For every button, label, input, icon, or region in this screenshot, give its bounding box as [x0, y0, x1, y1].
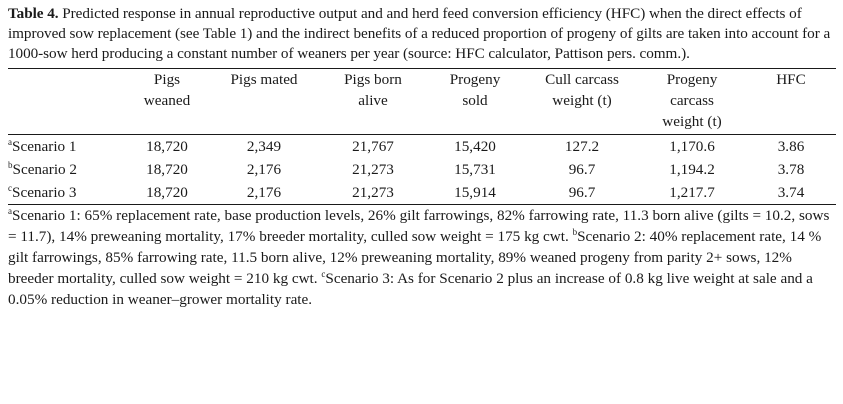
column-header-empty — [8, 69, 128, 132]
cell-hfc: 3.74 — [777, 184, 805, 201]
cell-progeny-sold: 15,914 — [454, 184, 496, 201]
table-row: aScenario 1 18,720 2,349 21,767 15,420 1… — [8, 135, 836, 158]
cell-progeny-sold: 15,731 — [454, 161, 496, 178]
cell-cull-carcass-weight: 127.2 — [564, 138, 600, 155]
table-bottom-rule — [8, 204, 836, 205]
footnote-text: Scenario 1: 65% replacement rate, base p… — [8, 207, 830, 245]
table-row: cScenario 3 18,720 2,176 21,273 15,914 9… — [8, 181, 836, 204]
table-header-rule — [8, 134, 836, 135]
row-label: bScenario 2 — [8, 159, 78, 178]
table-top-rule — [8, 68, 836, 69]
cell-pigs-born-alive: 21,273 — [352, 184, 394, 201]
caption-text: Predicted response in annual reproductiv… — [8, 5, 831, 62]
cell-pigs-born-alive: 21,767 — [352, 138, 394, 155]
cell-cull-carcass-weight: 96.7 — [568, 161, 596, 178]
column-header-pigs-mated: Pigs mated — [230, 71, 298, 88]
column-header-progeny-sold: Progeny sold — [449, 71, 501, 109]
footnote-text: Scenario 2: 40% replacement rate, 14 % g… — [8, 228, 822, 287]
cell-progeny-sold: 15,420 — [454, 138, 496, 155]
data-table-body: aScenario 1 18,720 2,349 21,767 15,420 1… — [8, 135, 836, 204]
cell-pigs-mated: 2,176 — [246, 184, 282, 201]
row-label: aScenario 1 — [8, 136, 77, 155]
cell-progeny-carcass-weight: 1,194.2 — [669, 161, 715, 178]
column-header-pigs-born-alive: Pigs born alive — [344, 71, 402, 109]
footnote-marker: b — [572, 226, 578, 237]
column-header-pigs-weaned: Pigs weaned — [143, 71, 191, 109]
table-caption: Table 4. Predicted response in annual re… — [8, 4, 836, 64]
cell-progeny-carcass-weight: 1,217.7 — [669, 184, 715, 201]
cell-pigs-weaned: 18,720 — [146, 138, 188, 155]
cell-pigs-weaned: 18,720 — [146, 184, 188, 201]
header-row: Pigs weaned Pigs mated Pigs born alive Pro… — [8, 69, 836, 132]
footnote-marker: c — [321, 268, 326, 279]
cell-progeny-carcass-weight: 1,170.6 — [669, 138, 715, 155]
data-table: Pigs weaned Pigs mated Pigs born alive Pro… — [8, 69, 836, 132]
cell-pigs-mated: 2,176 — [246, 161, 282, 178]
table-footnotes: aScenario 1: 65% replacement rate, base … — [8, 205, 836, 310]
table-label: Table 4. — [8, 5, 59, 22]
cell-pigs-born-alive: 21,273 — [352, 161, 394, 178]
cell-hfc: 3.86 — [777, 138, 805, 155]
footnote-marker: a — [8, 205, 12, 216]
row-label: cScenario 3 — [8, 182, 77, 201]
cell-pigs-mated: 2,349 — [246, 138, 282, 155]
cell-pigs-weaned: 18,720 — [146, 161, 188, 178]
column-header-cull-carcass-weight: Cull carcass weight (t) — [545, 71, 619, 109]
footnote-text: Scenario 3: As for Scenario 2 plus an in… — [8, 270, 813, 308]
cell-cull-carcass-weight: 96.7 — [568, 184, 596, 201]
cell-hfc: 3.78 — [777, 161, 805, 178]
table-row: bScenario 2 18,720 2,176 21,273 15,731 9… — [8, 158, 836, 181]
document: Table 4. Predicted response in annual re… — [8, 4, 836, 310]
column-header-hfc: HFC — [776, 71, 806, 88]
column-header-progeny-carcass-weight: Progeny carcass weight (t) — [662, 71, 722, 130]
